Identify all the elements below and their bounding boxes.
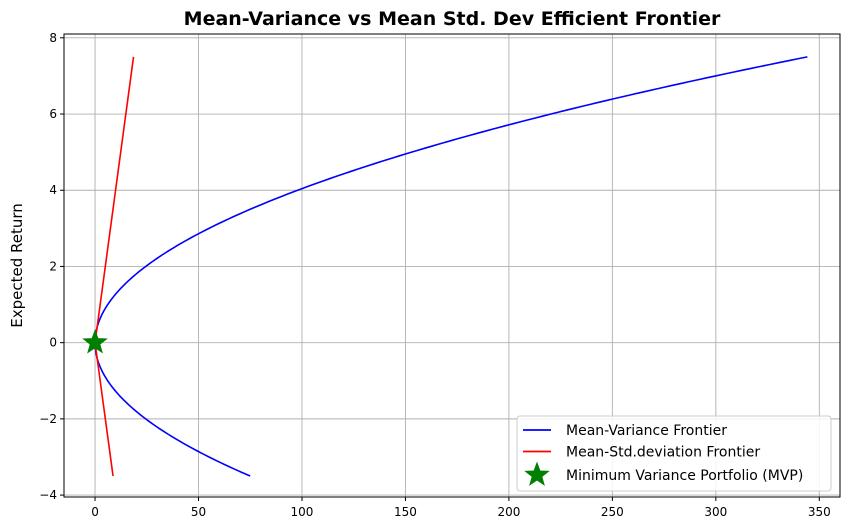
x-tick-label: 350 xyxy=(808,505,831,519)
y-tick-label: 0 xyxy=(49,336,57,350)
mvp-star-marker xyxy=(82,329,108,354)
legend-box xyxy=(516,415,832,492)
legend: Mean-Variance Frontier Mean-Std.deviation… xyxy=(516,415,832,492)
tick-layer: 0 50 100 150 200 250 300 350 −4 −2 0 2 4 6 8 xyxy=(39,31,830,519)
y-tick-label: −2 xyxy=(39,412,57,426)
x-tick-label: 100 xyxy=(291,505,314,519)
plot-frame xyxy=(63,33,841,498)
x-tick-label: 250 xyxy=(601,505,624,519)
x-tick-label: 200 xyxy=(497,505,520,519)
legend-star-swatch xyxy=(524,461,550,486)
chart-title: Mean-Variance vs Mean Std. Dev Efficient… xyxy=(184,8,721,30)
y-tick-label: 4 xyxy=(49,183,57,197)
y-tick-label: −4 xyxy=(39,488,57,502)
legend-entry-label: Mean-Variance Frontier xyxy=(566,423,727,439)
x-tick-label: 50 xyxy=(191,505,206,519)
x-tick-label: 0 xyxy=(91,505,99,519)
legend-entry-label: Minimum Variance Portfolio (MVP) xyxy=(566,468,803,484)
y-tick-label: 8 xyxy=(49,31,57,45)
y-axis-label: Expected Return xyxy=(8,203,26,328)
series-line-1 xyxy=(94,56,808,477)
x-tick-label: 150 xyxy=(394,505,417,519)
x-tick-label: 300 xyxy=(704,505,727,519)
y-tick-label: 2 xyxy=(49,259,57,273)
marker-layer xyxy=(82,329,108,354)
legend-entry-label: Mean-Std.deviation Frontier xyxy=(566,445,760,461)
y-tick-label: 6 xyxy=(49,107,57,121)
